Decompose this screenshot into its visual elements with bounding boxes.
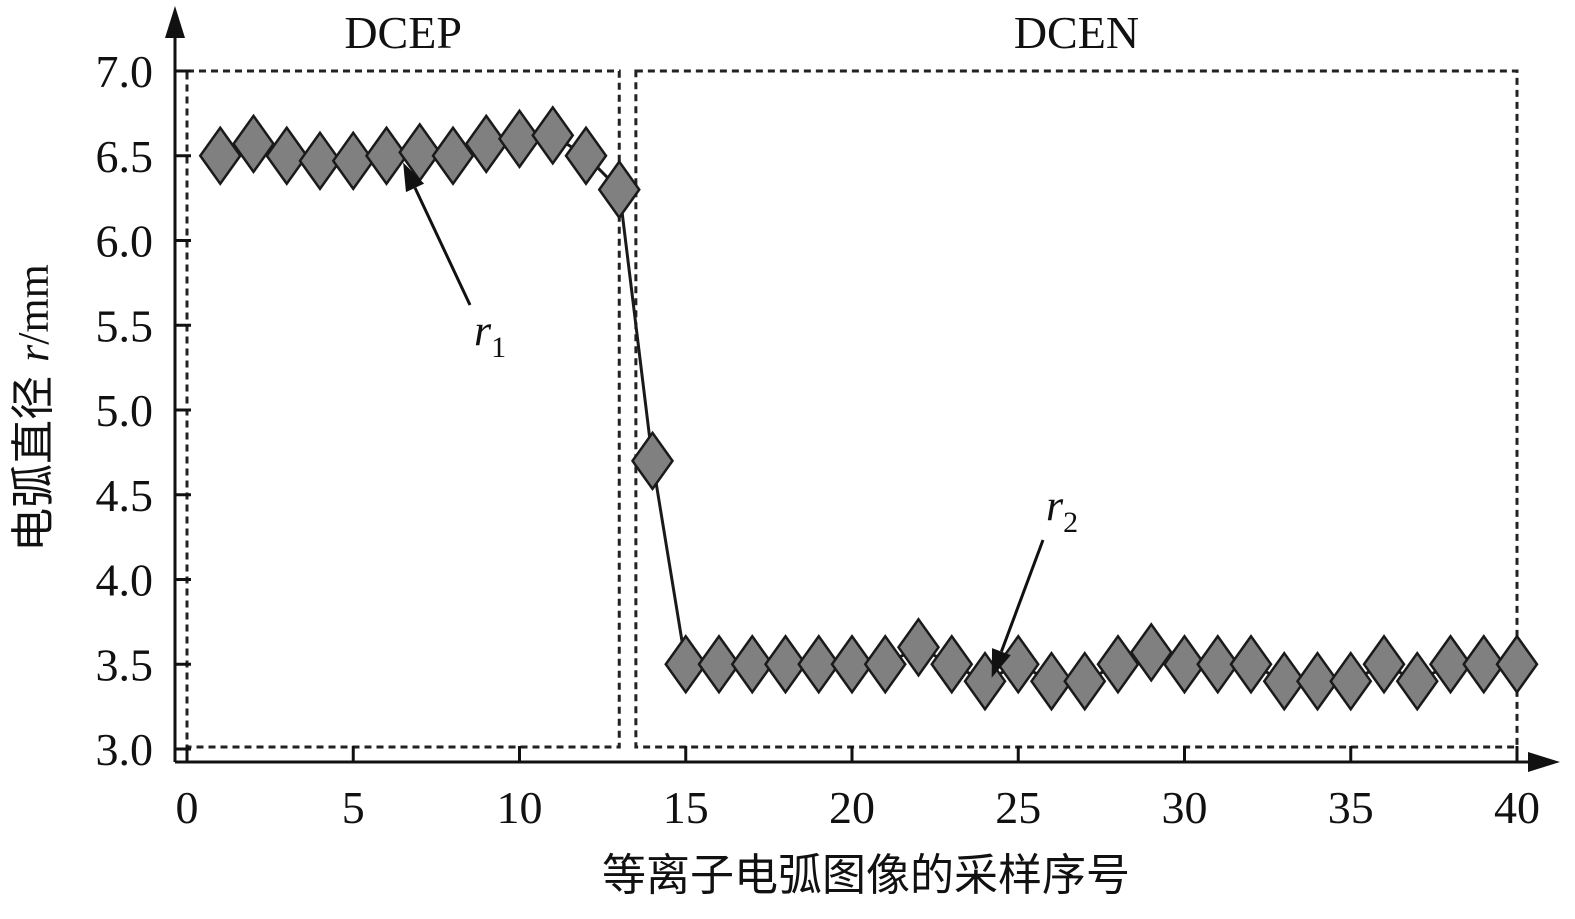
y-tick-label: 3.0 [96,724,154,775]
y-axis-title-var: r [9,344,58,362]
y-axis-arrow [165,6,185,38]
data-point [1295,651,1340,712]
y-tick-label: 5.5 [96,300,154,351]
data-point [830,634,874,695]
x-tick-label: 20 [829,782,875,833]
annotation-r2-arrow-head [991,648,1011,678]
data-point [331,130,375,191]
data-point [1395,651,1439,712]
data-point [464,113,508,175]
y-axis-title: 电弧直径 r/mm [8,264,59,552]
annotation-r2-label: r2 [1046,481,1078,539]
y-tick-label: 3.5 [96,639,154,690]
data-point [863,634,907,695]
y-tick-label: 4.5 [96,470,154,521]
annotation-r1-label: r1 [474,306,506,364]
data-point [1262,651,1306,712]
x-tick-label: 10 [497,782,543,833]
annotations: r1 r2 [403,162,1078,678]
data-point [564,125,608,186]
data-point [697,634,741,695]
x-axis-arrow [1528,752,1560,772]
series-line [219,133,1517,683]
data-point [930,634,974,695]
y-axis-title-unit: /mm [9,264,58,345]
data-point [298,130,342,191]
x-tick-label: 25 [995,782,1041,833]
data-point [664,634,708,695]
region-boxes: DCEP DCEN [185,7,1519,749]
data-point [630,430,675,492]
data-point [364,125,409,186]
axes: 0 5 10 15 20 25 30 35 40 3.0 3.5 4.0 4.5 5.0 5.5 6.0 6.5… [96,6,1560,833]
data-point [1495,634,1539,695]
data-point [1063,651,1107,712]
data-point [265,125,309,186]
y-tick-label: 5.0 [96,385,154,436]
annotation-r1-arrow-head [403,162,425,193]
region-dcen-box [634,69,1519,749]
data-point [597,159,641,220]
data-point [531,105,575,166]
x-tick-label: 30 [1162,782,1208,833]
region-dcep-box [185,69,621,749]
series-markers [198,105,1539,712]
x-tick-label: 15 [663,782,709,833]
y-tick-label: 6.0 [96,216,154,267]
region-dcen-label: DCEN [1014,7,1139,58]
data-point [1196,634,1240,695]
data-point [1029,651,1074,712]
data-point [431,125,475,186]
data-point [497,108,542,169]
x-tick-label: 35 [1328,782,1374,833]
x-tick-label: 0 [176,782,199,833]
data-point [797,634,841,695]
data-point [1362,634,1406,695]
data-point [730,634,774,695]
series-0-line [219,133,1517,683]
data-point [896,617,941,678]
annotation-r1-arrow-line [413,187,472,306]
data-point [198,125,242,186]
data-point [1129,622,1173,683]
data-point [1329,651,1373,712]
data-point [1162,634,1207,695]
data-point [1428,634,1473,695]
data-point [1462,634,1506,695]
x-axis-title: 等离子电弧图像的采样序号 [602,850,1130,901]
data-point [1229,634,1273,695]
y-tick-label: 4.0 [96,555,154,606]
data-point [763,634,808,695]
x-tick-label: 5 [342,782,365,833]
data-point [1096,634,1140,695]
y-tick-label: 7.0 [96,46,154,97]
y-tick-label: 6.5 [96,131,154,182]
data-point [231,113,276,175]
annotation-r2-arrow-line [1000,539,1045,653]
region-dcep-label: DCEP [344,7,462,58]
x-tick-label: 40 [1494,782,1540,833]
